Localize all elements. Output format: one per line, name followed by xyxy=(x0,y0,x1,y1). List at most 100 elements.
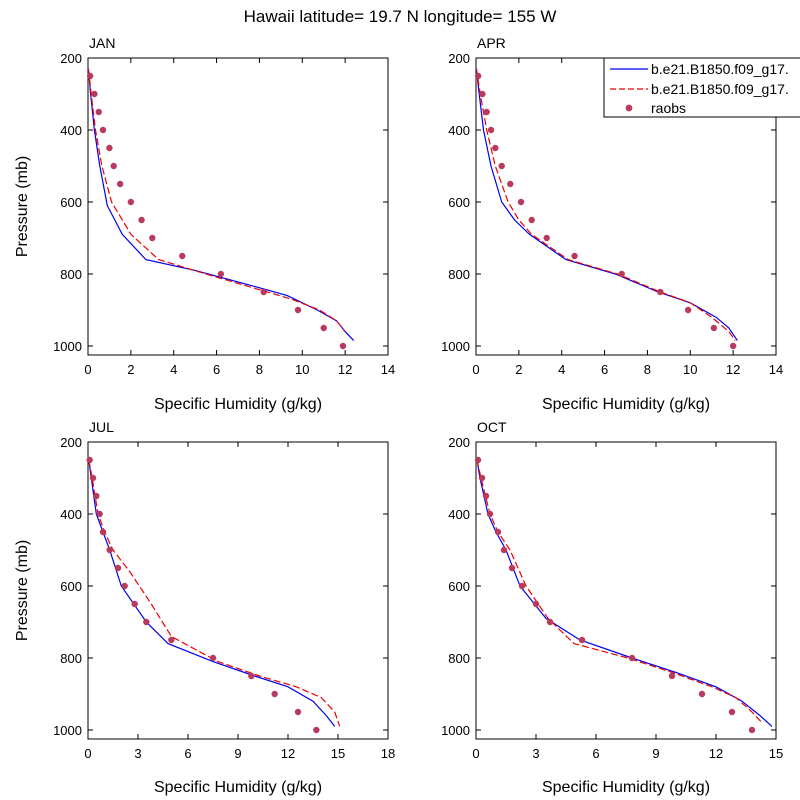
raobs-point xyxy=(479,90,486,98)
series-layer xyxy=(474,68,738,350)
figure-title: Hawaii latitude= 19.7 N longitude= 155 W xyxy=(244,7,557,26)
y-axis-label: Pressure (mb) xyxy=(14,540,31,641)
x-tick-label: 6 xyxy=(213,362,220,377)
raobs-point xyxy=(217,270,225,278)
y-ticks: 200 400 600 800 1000 xyxy=(53,51,388,354)
x-axis-label: Specific Humidity (g/kg) xyxy=(542,779,710,796)
model2-line xyxy=(476,459,763,724)
raobs-point xyxy=(532,600,540,608)
raobs-point xyxy=(668,672,676,680)
raobs-point xyxy=(517,198,525,206)
x-tick-label: 2 xyxy=(127,362,134,377)
plot-frame xyxy=(87,57,389,356)
panel-apr: APR 0 2 4 6 8 10 12 14 200 400 600 800 1000 Specifi… xyxy=(441,35,783,413)
raobs-point xyxy=(248,672,255,680)
raobs-point xyxy=(313,726,320,734)
x-tick-label: 6 xyxy=(601,362,608,377)
x-tick-label: 8 xyxy=(256,362,263,377)
model1-line xyxy=(87,68,355,342)
x-tick-label: 0 xyxy=(472,362,479,377)
y-tick-label: 600 xyxy=(60,579,82,594)
raobs-point xyxy=(478,474,486,482)
y-tick-label: 600 xyxy=(60,195,82,210)
x-ticks: 0 3 6 9 12 15 xyxy=(472,442,783,761)
model1-line xyxy=(475,68,738,341)
plot-frame xyxy=(475,441,777,740)
raobs-point xyxy=(657,288,664,296)
x-ticks: 0 3 6 9 12 15 18 xyxy=(84,442,395,761)
x-tick-label: 3 xyxy=(532,746,539,761)
x-axis-label: Specific Humidity (g/kg) xyxy=(154,396,322,413)
raobs-point xyxy=(96,510,103,518)
raobs-point xyxy=(528,216,535,224)
raobs-point xyxy=(179,252,186,260)
x-tick-label: 6 xyxy=(184,746,191,761)
raobs-point xyxy=(486,510,494,518)
raobs-point xyxy=(127,198,135,206)
raobs-point xyxy=(99,528,107,536)
raobs-point xyxy=(116,180,124,188)
legend-label: raobs xyxy=(651,100,686,116)
x-tick-label: 10 xyxy=(295,362,309,377)
y-ticks: 200 400 600 800 1000 xyxy=(441,435,776,738)
y-tick-label: 200 xyxy=(448,51,470,66)
series-layer xyxy=(86,456,341,734)
y-tick-label: 800 xyxy=(448,651,470,666)
x-axis-label: Specific Humidity (g/kg) xyxy=(154,779,322,796)
y-tick-label: 800 xyxy=(60,267,82,282)
plot-frame xyxy=(87,441,389,740)
raobs-point xyxy=(143,618,150,626)
y-tick-label: 400 xyxy=(448,123,470,138)
raobs-point xyxy=(149,234,156,242)
raobs-point xyxy=(86,72,94,80)
legend-label: b.e21.B1850.f09_g17. xyxy=(651,81,789,97)
raobs-point xyxy=(86,456,93,464)
legend-marker-raobs xyxy=(625,104,633,112)
raobs-point xyxy=(114,564,122,572)
raobs-point xyxy=(500,546,508,554)
raobs-point xyxy=(508,564,516,572)
raobs-point xyxy=(578,636,586,644)
raobs-point xyxy=(628,654,636,662)
raobs-point xyxy=(710,324,718,332)
y-ticks: 200 400 600 800 1000 xyxy=(53,435,388,738)
y-tick-label: 400 xyxy=(60,507,82,522)
panel-jan: JAN 0 2 4 6 8 10 12 14 200 400 600 800 1000 Specifi… xyxy=(14,35,395,413)
y-tick-label: 1000 xyxy=(53,723,82,738)
raobs-point xyxy=(482,492,490,500)
x-tick-label: 4 xyxy=(170,362,177,377)
raobs-point xyxy=(93,492,100,500)
raobs-point xyxy=(320,324,327,332)
raobs-point xyxy=(89,474,97,482)
panel-title: JAN xyxy=(89,35,115,51)
y-tick-label: 1000 xyxy=(53,339,82,354)
y-tick-label: 1000 xyxy=(441,723,470,738)
x-tick-label: 12 xyxy=(281,746,295,761)
y-tick-label: 800 xyxy=(448,267,470,282)
raobs-point xyxy=(106,144,113,152)
legend-label: b.e21.B1850.f09_g17. xyxy=(651,61,789,77)
y-tick-label: 800 xyxy=(60,651,82,666)
x-tick-label: 15 xyxy=(331,746,345,761)
x-tick-label: 8 xyxy=(644,362,651,377)
x-tick-label: 3 xyxy=(134,746,141,761)
raobs-point xyxy=(684,306,692,314)
raobs-point xyxy=(474,456,482,464)
model2-line xyxy=(87,68,346,332)
x-tick-label: 0 xyxy=(472,746,479,761)
legend-box xyxy=(603,57,800,118)
x-tick-label: 2 xyxy=(515,362,522,377)
panel-title: OCT xyxy=(477,419,507,435)
model1-line xyxy=(88,459,336,727)
x-tick-label: 15 xyxy=(769,746,783,761)
panel-jul: JUL 0 3 6 9 12 15 18 200 400 600 800 1000 Specific… xyxy=(14,419,395,796)
x-tick-label: 0 xyxy=(84,362,91,377)
raobs-point xyxy=(95,108,102,116)
x-ticks: 0 2 4 6 8 10 12 14 xyxy=(84,58,395,377)
y-ticks: 200 400 600 800 1000 xyxy=(441,51,776,354)
panel-title: JUL xyxy=(89,419,114,435)
raobs-point xyxy=(483,108,490,116)
raobs-point xyxy=(729,342,737,350)
raobs-point xyxy=(271,690,278,698)
